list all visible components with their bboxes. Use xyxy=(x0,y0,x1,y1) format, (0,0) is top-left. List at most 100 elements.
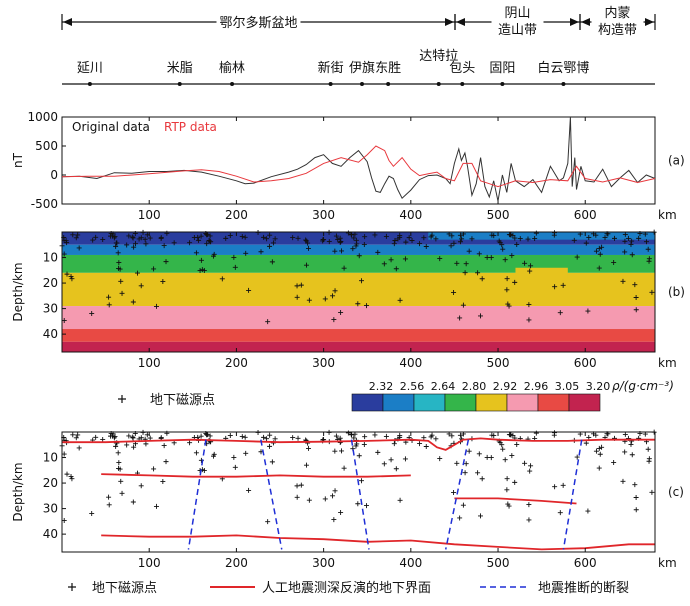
source-point xyxy=(265,519,271,525)
source-point xyxy=(115,250,121,256)
series-line-rtp-data xyxy=(61,145,656,188)
source-point xyxy=(76,245,82,251)
station-dot xyxy=(177,82,182,86)
source-point xyxy=(69,276,75,282)
source-point xyxy=(261,234,267,240)
plot-frame xyxy=(61,116,656,205)
source-point xyxy=(611,260,617,266)
source-point xyxy=(423,444,429,450)
source-point xyxy=(143,441,149,447)
source-point xyxy=(622,238,628,244)
source-point xyxy=(73,235,79,241)
source-point xyxy=(402,256,408,262)
source-point xyxy=(119,290,125,296)
source-point xyxy=(397,297,403,303)
source-point xyxy=(294,483,300,489)
region-arrowhead xyxy=(645,18,654,26)
source-point xyxy=(500,446,506,452)
inferred-fault xyxy=(444,439,470,550)
source-point xyxy=(359,278,365,284)
colorbar-swatch xyxy=(444,393,477,412)
density-block xyxy=(515,267,568,278)
source-point xyxy=(457,232,463,238)
source-point xyxy=(454,460,460,466)
source-point xyxy=(597,251,603,257)
source-point xyxy=(460,502,466,508)
source-point xyxy=(646,456,652,462)
source-point xyxy=(332,248,338,254)
x-tick-label: 200 xyxy=(225,208,248,222)
source-point xyxy=(502,457,508,463)
source-point xyxy=(502,257,508,263)
x-tick-label: 400 xyxy=(399,208,422,222)
source-point xyxy=(457,432,463,438)
source-point xyxy=(320,236,326,242)
source-point xyxy=(75,432,81,438)
source-point xyxy=(552,484,558,490)
source-point xyxy=(267,432,273,438)
source-point xyxy=(339,248,345,254)
source-point xyxy=(338,510,344,516)
source-point xyxy=(153,303,159,309)
source-point xyxy=(645,446,651,452)
source-point xyxy=(272,236,278,242)
source-point xyxy=(333,433,339,439)
source-point xyxy=(526,517,532,523)
source-point xyxy=(306,297,312,303)
source-point xyxy=(499,442,505,448)
region-label: 鄂尔多斯盆地 xyxy=(219,15,297,31)
source-point xyxy=(421,435,427,441)
source-point xyxy=(612,235,618,241)
source-point xyxy=(451,240,457,246)
source-point xyxy=(372,432,378,438)
source-point xyxy=(527,268,533,274)
station-label: 固阳 xyxy=(489,61,515,76)
source-point xyxy=(61,317,67,323)
source-point xyxy=(356,253,362,259)
source-point xyxy=(298,282,304,288)
source-point xyxy=(303,237,309,243)
source-point xyxy=(341,465,347,471)
source-point xyxy=(448,243,454,249)
source-point xyxy=(632,282,638,288)
colorbar-swatch xyxy=(506,393,539,412)
source-point xyxy=(512,479,518,485)
source-point xyxy=(350,246,356,252)
source-point xyxy=(243,250,249,256)
source-point xyxy=(239,434,245,440)
source-point xyxy=(337,235,343,241)
source-point xyxy=(119,490,125,496)
interface-legend-label: 人工地震测深反演的地下界面 xyxy=(262,580,431,596)
source-point xyxy=(517,236,523,242)
bottom-legend: 地下磁源点 人工地震测深反演的地下界面 地震推断的断裂 xyxy=(68,580,629,596)
y-tick-label: 10 xyxy=(43,251,58,265)
source-point xyxy=(628,241,634,247)
source-point xyxy=(499,242,505,248)
station-dot xyxy=(87,82,92,86)
source-point xyxy=(620,278,626,284)
source-point xyxy=(629,238,635,244)
colorbar-label: ρ/(g·cm⁻³) xyxy=(612,379,674,393)
source-point xyxy=(504,476,510,482)
source-point xyxy=(433,436,439,442)
source-point xyxy=(348,231,354,237)
source-point xyxy=(593,232,599,238)
source-point xyxy=(163,459,169,465)
source-point xyxy=(457,315,463,321)
source-point xyxy=(526,317,532,323)
source-point xyxy=(391,441,397,447)
source-point xyxy=(70,432,76,438)
source-point xyxy=(629,252,635,258)
y-tick-label: 0 xyxy=(50,168,58,182)
source-point xyxy=(507,432,513,438)
source-point xyxy=(143,241,149,247)
station-label: 东胜 xyxy=(375,61,401,76)
station-label: 伊旗 xyxy=(349,60,375,76)
source-point xyxy=(489,232,495,238)
source-point xyxy=(409,238,415,244)
source-point xyxy=(126,433,132,439)
source-point xyxy=(633,294,639,300)
source-point xyxy=(196,237,202,243)
y-tick-label: 40 xyxy=(43,327,58,341)
